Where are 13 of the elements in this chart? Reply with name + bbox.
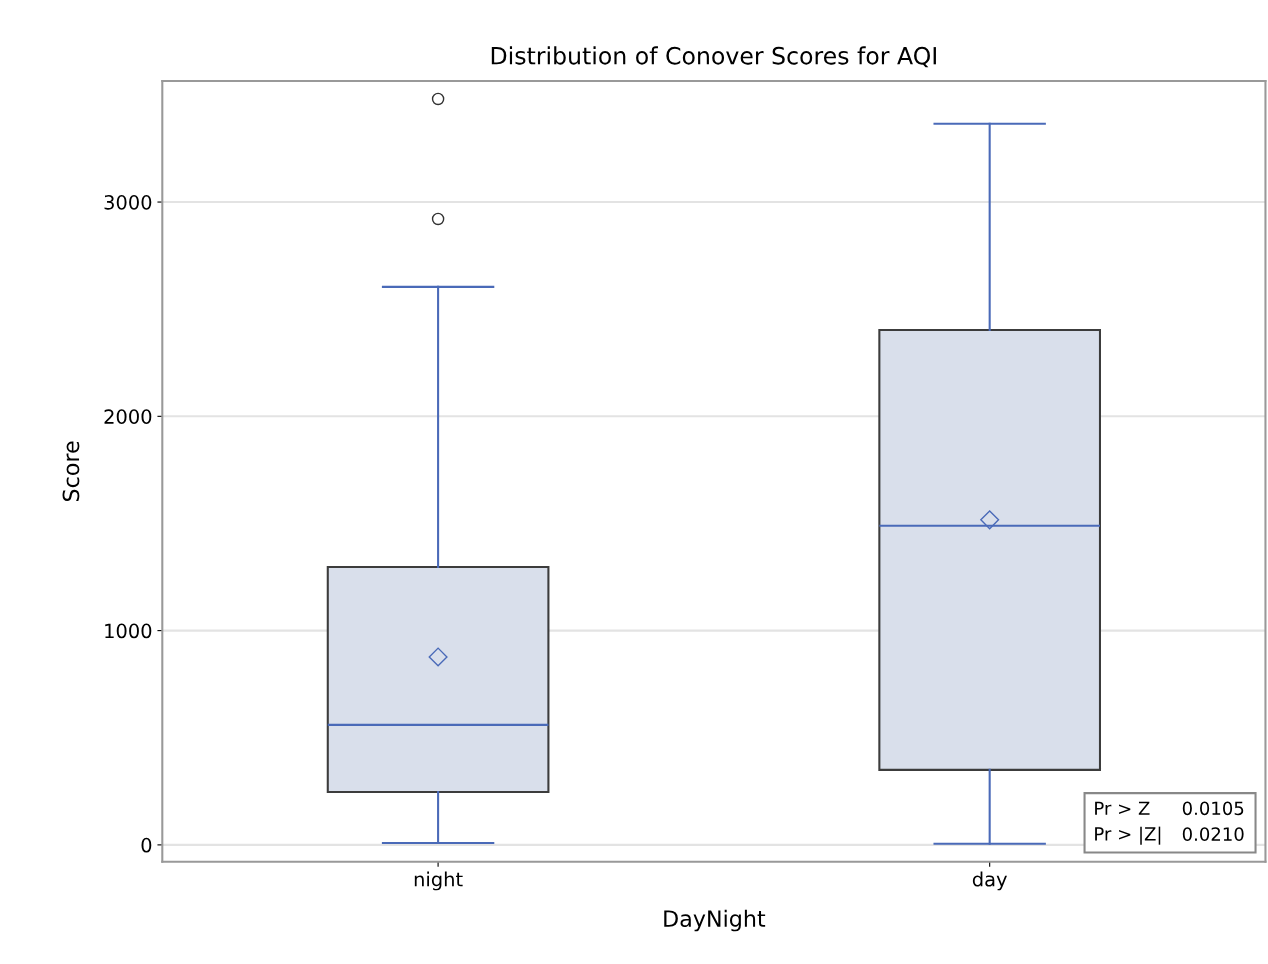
annotation: 0.0210 [1182,827,1244,841]
y-tick-label: 0 [141,837,152,853]
y-tick-label: 1000 [105,623,152,639]
y-tick-label: 3000 [104,195,152,210]
annotation: Pr > Z [1095,801,1150,815]
y-axis-title: Score [62,441,80,502]
x-axis-title: DayNight [664,909,766,932]
annotation: Pr > |Z| [1095,826,1161,845]
x-tick-label: day [972,871,1007,891]
x-tick-label: night [414,871,463,891]
y-tick-label: 2000 [104,409,152,424]
annotation: 0.0105 [1182,801,1244,816]
chart-title: Distribution of Conover Scores for AQI [491,46,936,68]
